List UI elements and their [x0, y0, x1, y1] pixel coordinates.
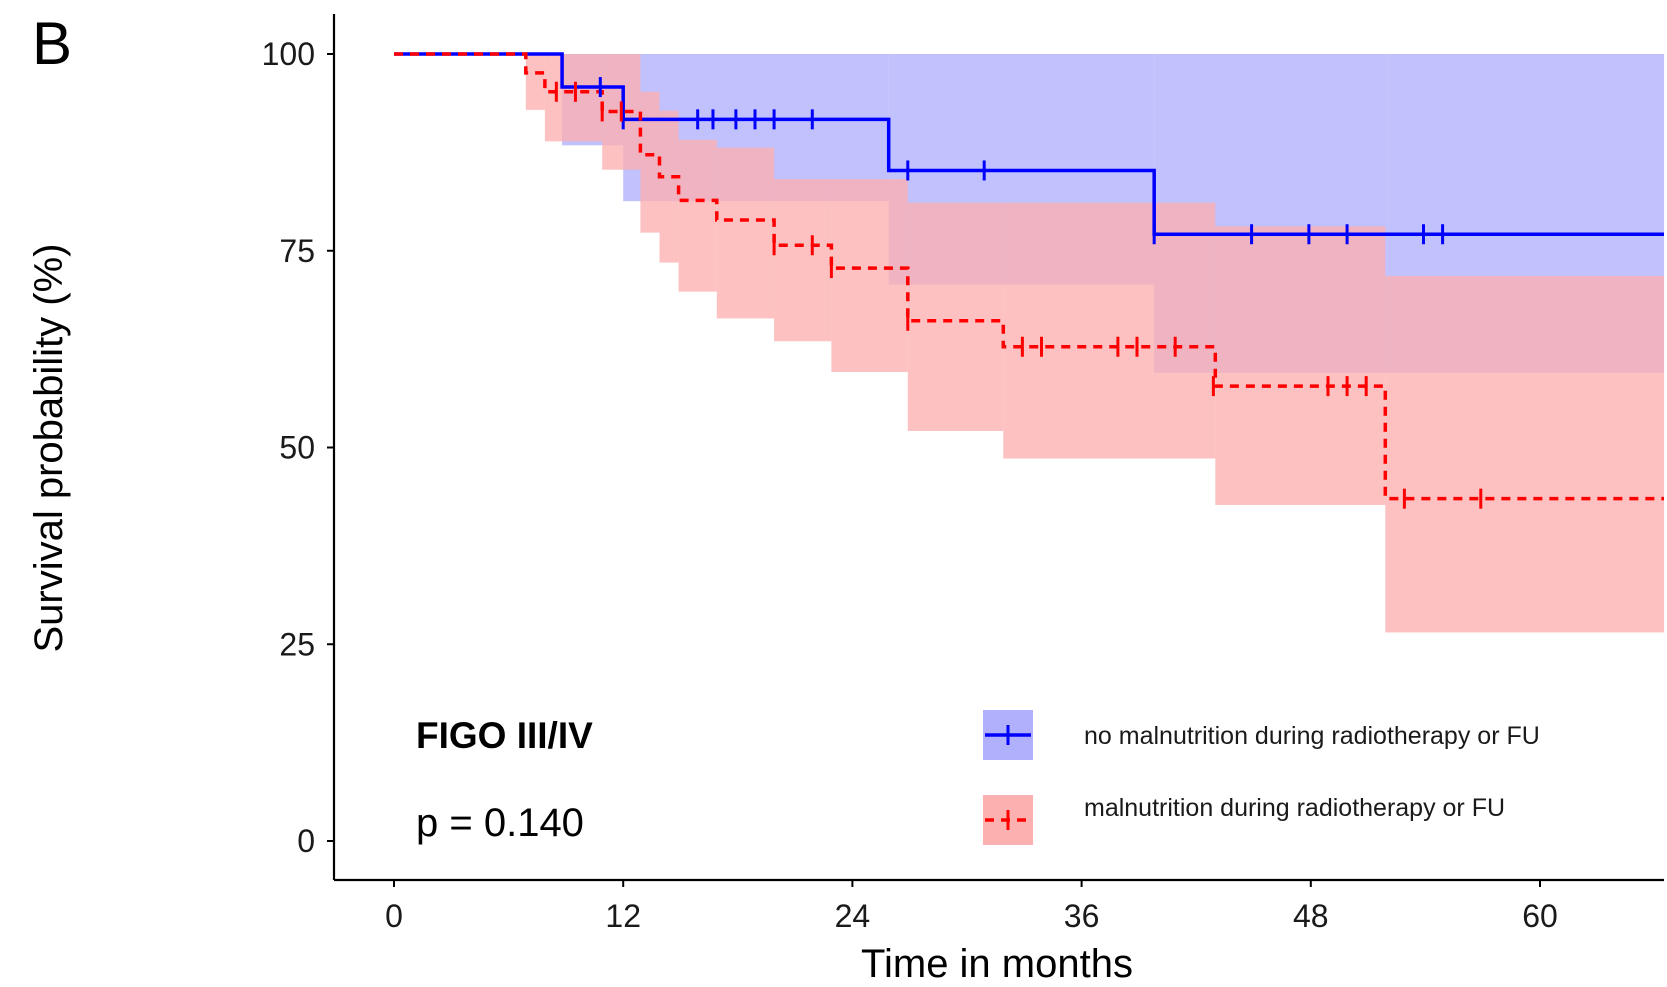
group-label: FIGO III/IV	[416, 715, 593, 756]
y-tick-label: 25	[279, 626, 315, 662]
panel-label: B	[32, 10, 72, 77]
ci-band-segment-1	[1215, 226, 1385, 505]
x-tick-label: 48	[1293, 898, 1329, 934]
legend: no malnutrition during radiotherapy or F…	[983, 710, 1540, 845]
legend-label-0: no malnutrition during radiotherapy or F…	[1084, 722, 1540, 750]
ci-band-segment-1	[717, 148, 774, 319]
y-tick-label: 75	[279, 233, 315, 269]
ci-band-segment-1	[831, 179, 907, 372]
x-tick-label: 24	[835, 898, 871, 934]
y-tick-label: 50	[279, 430, 315, 466]
legend-label-1: malnutrition during radiotherapy or FU	[1084, 794, 1505, 822]
y-tick-label: 100	[262, 36, 315, 72]
ci-band-segment-1	[679, 140, 717, 292]
x-tick-label: 0	[385, 898, 403, 934]
x-tick-label: 12	[605, 898, 641, 934]
p-value: p = 0.140	[416, 801, 584, 845]
y-axis-title: Survival probability (%)	[27, 243, 71, 652]
x-ticks: 0 12 24 36 48 60	[385, 880, 1558, 934]
ci-band-segment-1	[526, 54, 545, 110]
ci-band-segment-1	[545, 54, 602, 141]
ci-band-segment-1	[774, 179, 831, 341]
ci-band-segment-1	[659, 111, 678, 263]
x-axis-title: Time in months	[861, 942, 1133, 986]
ci-band-segment-1	[908, 203, 1004, 431]
ci-band-segment-1	[1003, 203, 1215, 459]
x-tick-label: 60	[1522, 898, 1558, 934]
y-ticks: 0 25 50 75 100	[262, 36, 334, 859]
ci-band-segment-1	[640, 92, 659, 233]
x-tick-label: 36	[1064, 898, 1100, 934]
y-tick-label: 0	[297, 823, 315, 859]
confidence-bands	[526, 54, 1664, 632]
ci-band-segment-1	[1385, 276, 1664, 633]
